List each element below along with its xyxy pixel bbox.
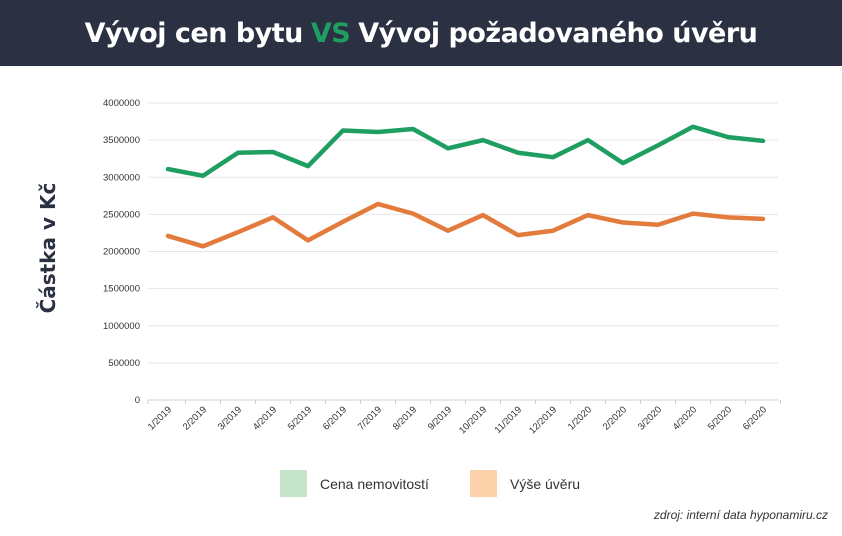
legend-swatch [280, 470, 307, 497]
series-line-uver [165, 201, 766, 249]
legend-swatch [470, 470, 497, 497]
title-part1: Vývoj cen bytu [84, 17, 304, 49]
x-tick-label: 1/2019 [146, 404, 174, 432]
y-tick-label: 0 [135, 395, 140, 406]
x-tick-label: 10/2019 [457, 404, 489, 436]
x-tick-label: 11/2019 [493, 404, 525, 436]
chart-title: Vývoj cen bytu VS Vývoj požadovaného úvě… [0, 0, 842, 66]
x-tick-label: 6/2020 [741, 404, 769, 432]
x-tick-label: 2/2020 [601, 404, 629, 432]
title-vs: VS [310, 17, 351, 49]
x-tick-label: 5/2020 [706, 404, 734, 432]
x-tick-label: 4/2020 [671, 404, 699, 432]
x-tick-label: 2/2019 [181, 404, 209, 432]
y-tick-label: 1500000 [103, 284, 140, 295]
x-tick-label: 4/2019 [251, 404, 279, 432]
legend-item-uver: Výše úvěru [470, 470, 580, 497]
x-tick-label: 7/2019 [356, 404, 384, 432]
x-tick-label: 3/2020 [636, 404, 664, 432]
y-tick-label: 3500000 [103, 135, 140, 146]
y-tick-label: 500000 [108, 358, 140, 369]
legend-label: Cena nemovitostí [320, 475, 429, 492]
x-tick-label: 5/2019 [286, 404, 314, 432]
y-tick-label: 2500000 [103, 209, 140, 220]
x-tick-label: 9/2019 [426, 404, 454, 432]
x-tick-label: 3/2019 [216, 404, 244, 432]
legend-item-cena: Cena nemovitostí [280, 470, 429, 497]
y-tick-label: 3000000 [103, 172, 140, 183]
x-tick-label: 6/2019 [321, 404, 349, 432]
x-tick-label: 1/2020 [566, 404, 594, 432]
y-tick-label: 2000000 [103, 247, 140, 258]
series-line-cena [165, 124, 766, 179]
y-tick-label: 4000000 [103, 98, 140, 109]
x-tick-label: 12/2019 [527, 404, 559, 436]
title-part2: Vývoj požadovaného úvěru [358, 17, 758, 49]
source-note: zdroj: interní data hyponamiru.cz [653, 508, 828, 522]
legend-label: Výše úvěru [510, 475, 581, 492]
y-tick-label: 1000000 [103, 321, 140, 332]
x-tick-label: 8/2019 [391, 404, 419, 432]
